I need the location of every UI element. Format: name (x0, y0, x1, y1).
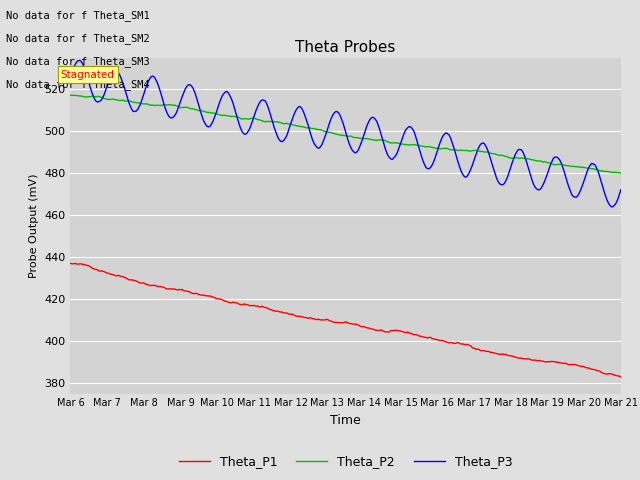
Theta_P2 (67, 93, 74, 98)
Theta_P1 (249, 303, 257, 309)
Theta_P1 (134, 279, 141, 285)
Text: Stagnated: Stagnated (61, 70, 115, 80)
Text: No data for f Theta_SM1: No data for f Theta_SM1 (6, 10, 150, 21)
Theta_P2 (232, 114, 240, 120)
Theta_P1 (67, 261, 74, 266)
Text: No data for f Theta_SM2: No data for f Theta_SM2 (6, 33, 150, 44)
Line: Theta_P3: Theta_P3 (70, 60, 621, 207)
Theta_P3 (588, 161, 595, 167)
Theta_P3 (76, 58, 83, 63)
Theta_P2 (68, 92, 76, 98)
Theta_P3 (308, 137, 316, 143)
Line: Theta_P2: Theta_P2 (70, 95, 621, 173)
Y-axis label: Probe Output (mV): Probe Output (mV) (29, 173, 39, 278)
Theta_P1 (617, 374, 625, 380)
Theta_P1 (307, 315, 315, 321)
X-axis label: Time: Time (330, 414, 361, 427)
Theta_P2 (136, 100, 143, 106)
Title: Theta Probes: Theta Probes (296, 40, 396, 55)
Theta_P2 (308, 126, 316, 132)
Theta_P3 (67, 73, 74, 79)
Theta_P1 (586, 366, 594, 372)
Text: No data for f Theta_SM4: No data for f Theta_SM4 (6, 79, 150, 90)
Theta_P3 (232, 110, 240, 116)
Line: Theta_P1: Theta_P1 (70, 264, 621, 377)
Theta_P3 (260, 97, 268, 103)
Theta_P1 (230, 300, 238, 305)
Theta_P1 (258, 303, 266, 309)
Text: No data for f Theta_SM3: No data for f Theta_SM3 (6, 56, 150, 67)
Theta_P3 (617, 187, 625, 193)
Theta_P3 (250, 112, 258, 118)
Theta_P2 (617, 170, 625, 176)
Theta_P2 (260, 119, 268, 124)
Theta_P2 (588, 166, 595, 172)
Legend: Theta_P1, Theta_P2, Theta_P3: Theta_P1, Theta_P2, Theta_P3 (173, 450, 518, 473)
Theta_P3 (608, 204, 616, 210)
Theta_P2 (250, 116, 258, 121)
Theta_P3 (136, 104, 143, 109)
